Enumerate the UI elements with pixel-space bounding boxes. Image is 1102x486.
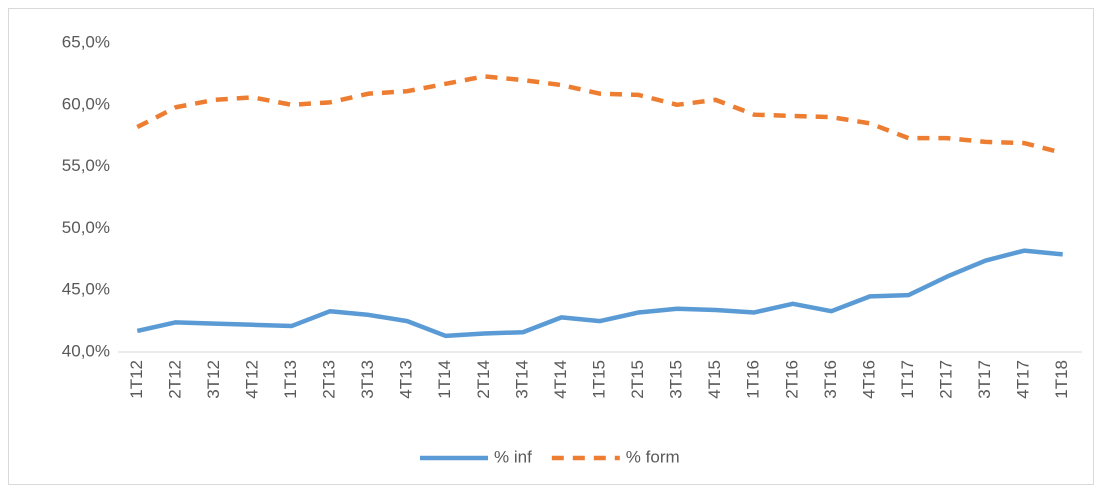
x-tick-label: 3T15: [667, 360, 686, 399]
series-line: [136, 248, 1063, 339]
x-tick-label: 1T16: [744, 360, 763, 399]
x-tick-label: 4T17: [1014, 360, 1033, 399]
x-tick-label: 4T12: [242, 360, 261, 399]
legend-label: % inf: [494, 447, 532, 466]
y-tick-label: 65,0%: [62, 32, 110, 51]
x-tick-label: 4T16: [859, 360, 878, 399]
y-tick-label: 45,0%: [62, 280, 110, 299]
x-tick-label: 4T14: [551, 360, 570, 399]
x-tick-label: 2T13: [320, 360, 339, 399]
x-tick-label: 3T16: [821, 360, 840, 399]
x-tick-label: 4T15: [705, 360, 724, 399]
x-tick-label: 1T12: [127, 360, 146, 399]
x-tick-label: 1T18: [1052, 360, 1071, 399]
x-tick-label: 3T12: [204, 360, 223, 399]
y-tick-label: 40,0%: [62, 341, 110, 360]
x-tick-label: 1T14: [435, 360, 454, 399]
x-tick-label: 3T17: [975, 360, 994, 399]
chart-frame: [8, 8, 1094, 485]
x-tick-label: 3T14: [512, 360, 531, 399]
x-tick-label: 3T13: [358, 360, 377, 399]
x-tick-label: 1T13: [281, 360, 300, 399]
y-tick-label: 60,0%: [62, 94, 110, 113]
x-tick-label: 2T14: [474, 360, 493, 399]
x-tick-label: 2T17: [937, 360, 956, 399]
x-tick-label: 2T15: [628, 360, 647, 399]
series-line: [136, 74, 1064, 156]
x-tick-label: 2T16: [782, 360, 801, 399]
x-tick-label: 1T15: [589, 360, 608, 399]
y-tick-label: 55,0%: [62, 156, 110, 175]
x-tick-label: 4T13: [397, 360, 416, 399]
y-tick-label: 50,0%: [62, 218, 110, 237]
legend-label: % form: [626, 447, 680, 466]
x-tick-label: 1T17: [898, 360, 917, 399]
x-tick-label: 2T12: [165, 360, 184, 399]
